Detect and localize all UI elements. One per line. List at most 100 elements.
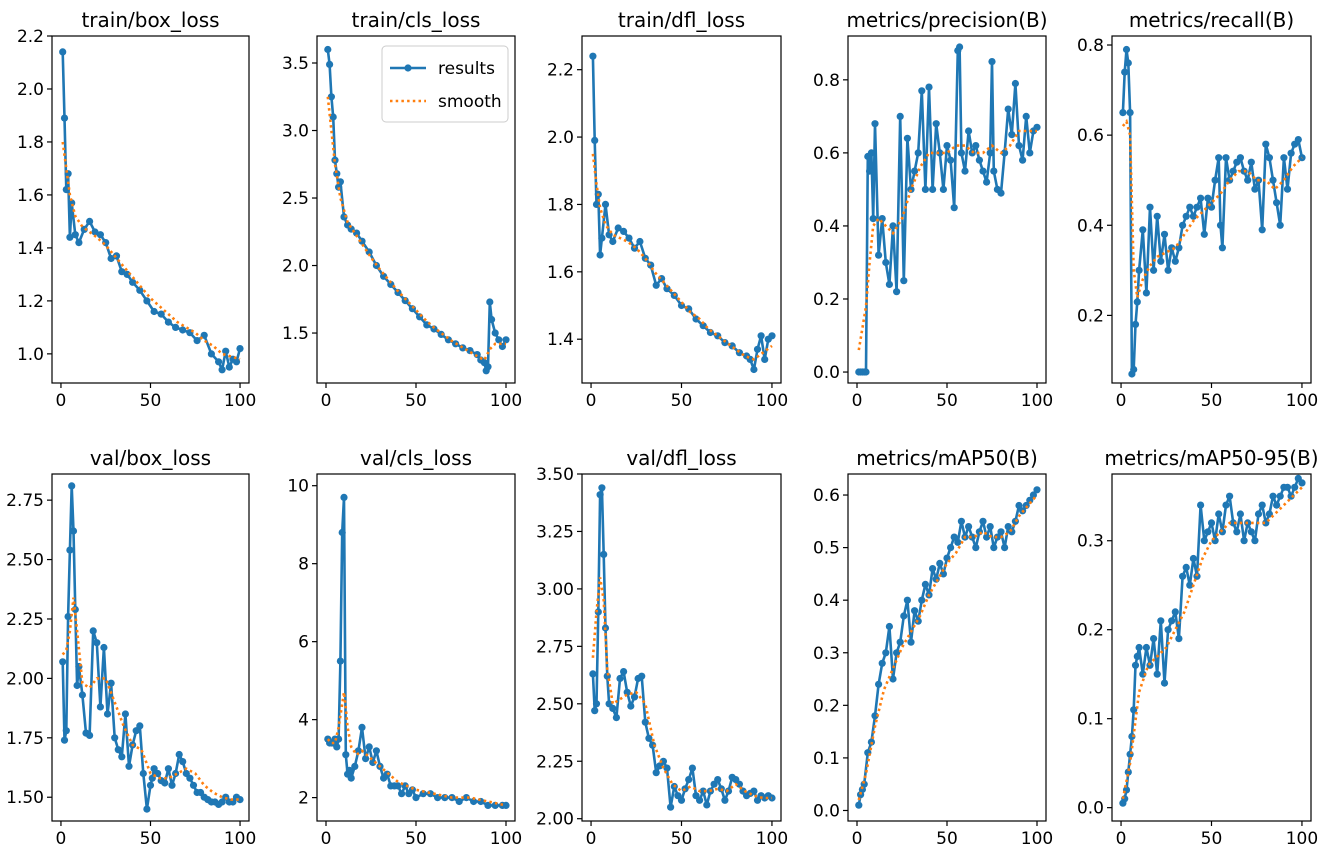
results-data-point xyxy=(1229,519,1237,527)
smooth-series-line xyxy=(857,494,1038,801)
results-data-point xyxy=(236,345,244,353)
results-data-point xyxy=(592,200,601,208)
results-data-point xyxy=(699,787,707,795)
results-data-point xyxy=(1146,203,1154,211)
results-data-point xyxy=(351,762,359,771)
results-data-point xyxy=(78,691,86,699)
results-data-point xyxy=(932,575,940,583)
x-tick-label: 0 xyxy=(852,829,863,849)
results-data-point xyxy=(896,112,904,120)
results-data-point xyxy=(369,758,377,767)
results-data-point xyxy=(1135,266,1143,274)
results-data-point xyxy=(327,93,335,101)
results-data-point xyxy=(1164,626,1172,634)
results-data-point xyxy=(878,215,886,223)
x-tick-label: 100 xyxy=(1021,829,1053,849)
results-data-point xyxy=(663,764,671,772)
results-data-point xyxy=(914,149,922,157)
y-tick-label: 0.1 xyxy=(813,749,840,769)
y-tick-label: 1.5 xyxy=(282,324,309,344)
x-tick-label: 50 xyxy=(671,829,693,849)
results-data-point xyxy=(1291,483,1299,491)
subplot: val/cls_loss 0 50 100 2 4 6 8 10 xyxy=(287,446,522,849)
results-data-point xyxy=(990,167,998,175)
results-data-point xyxy=(345,766,353,774)
results-data-point xyxy=(714,776,722,784)
results-data-point xyxy=(1015,142,1023,150)
results-data-point xyxy=(362,755,370,763)
results-data-point xyxy=(1189,212,1197,220)
results-data-point xyxy=(918,87,926,95)
results-data-point xyxy=(1164,266,1172,274)
results-data-point xyxy=(1126,109,1134,117)
results-data-point xyxy=(885,280,894,288)
results-data-point xyxy=(1011,79,1020,88)
results-data-point xyxy=(1150,266,1158,274)
results-data-point xyxy=(340,493,348,501)
results-data-point xyxy=(1269,176,1277,184)
subplot: train/box_loss 0 50 100 1.0 1.2 1.4 1.6 1.8 2.0 2.… xyxy=(17,8,256,411)
results-data-point xyxy=(1247,158,1255,166)
results-data-point xyxy=(80,225,88,233)
x-tick-label: 100 xyxy=(490,829,522,849)
axes-frame xyxy=(51,35,250,384)
results-data-point xyxy=(200,331,208,339)
smooth-series-line xyxy=(326,96,506,362)
results-data-point xyxy=(591,136,599,144)
plot-area xyxy=(59,48,244,374)
results-data-point xyxy=(139,769,147,778)
y-tick-label: 0.2 xyxy=(813,696,840,716)
y-tick-label: 1.4 xyxy=(547,330,574,350)
results-data-point xyxy=(89,627,97,635)
results-data-point xyxy=(168,781,176,789)
x-tick-label: 0 xyxy=(56,391,67,411)
subplot: metrics/mAP50(B) 0 50 100 0.0 0.1 0.2 0.3 0.4 0.5… xyxy=(813,446,1053,849)
results-data-point xyxy=(324,45,332,54)
results-data-point xyxy=(1273,199,1281,207)
y-tick-label: 3.00 xyxy=(536,580,574,600)
results-data-point xyxy=(64,613,72,621)
results-data-point xyxy=(1216,221,1225,229)
results-data-point xyxy=(1258,226,1266,234)
y-tick-label: 0.0 xyxy=(813,363,840,383)
y-tick-label: 1.4 xyxy=(17,239,44,259)
subplot-title: val/cls_loss xyxy=(360,446,472,470)
results-data-point xyxy=(1135,643,1143,652)
results-data-point xyxy=(641,718,649,726)
results-data-point xyxy=(1193,203,1201,211)
results-data-point xyxy=(598,234,606,242)
results-data-point xyxy=(1244,176,1252,184)
results-data-point xyxy=(753,345,762,353)
results-data-point xyxy=(114,746,122,754)
results-data-point xyxy=(123,270,131,278)
results-data-point xyxy=(1033,486,1041,494)
results-data-point xyxy=(1240,537,1248,545)
results-data-point xyxy=(1153,670,1161,678)
results-data-point xyxy=(189,781,198,789)
results-data-point xyxy=(921,185,930,193)
results-data-point xyxy=(652,281,660,289)
results-data-point xyxy=(688,764,697,772)
results-data-point xyxy=(667,803,675,811)
results-data-point xyxy=(484,801,492,810)
x-tick-label: 50 xyxy=(405,829,427,849)
results-data-point xyxy=(398,790,406,798)
results-data-point xyxy=(502,336,510,344)
results-data-point xyxy=(1122,45,1131,54)
results-data-point xyxy=(866,167,874,175)
results-data-point xyxy=(875,680,883,688)
results-data-point xyxy=(875,251,883,259)
results-data-point xyxy=(358,723,366,732)
results-series-line xyxy=(591,486,773,809)
results-data-point xyxy=(333,743,341,751)
y-tick-label: 0.8 xyxy=(1077,36,1104,56)
y-tick-label: 2.00 xyxy=(536,810,574,830)
results-data-point xyxy=(983,533,991,541)
results-data-point xyxy=(125,762,133,770)
results-data-point xyxy=(993,533,1002,541)
x-tick-label: 100 xyxy=(756,829,788,849)
results-series-line xyxy=(591,56,773,371)
results-data-point xyxy=(1033,123,1041,131)
results-data-point xyxy=(609,704,617,713)
y-tick-label: 10 xyxy=(287,477,309,497)
